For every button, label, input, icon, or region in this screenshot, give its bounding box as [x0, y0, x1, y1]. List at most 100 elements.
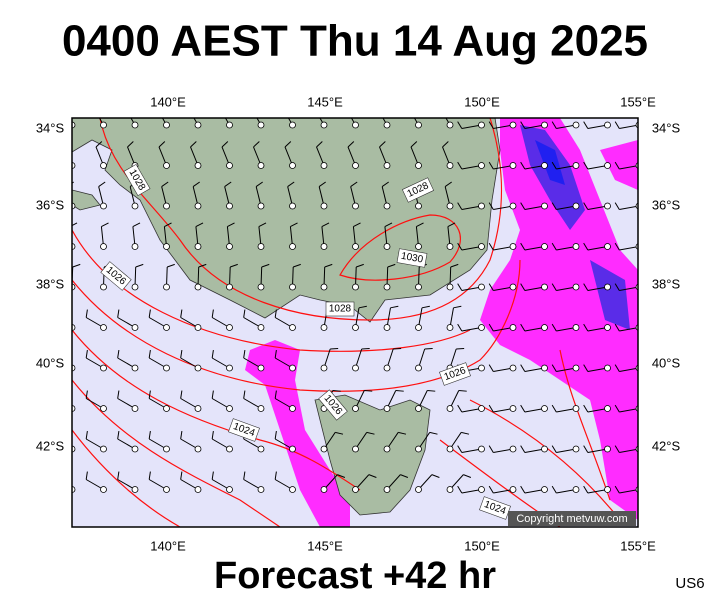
wind-barb: [284, 141, 292, 148]
isobar-label-text: 1028: [329, 304, 352, 315]
wind-barb: [457, 121, 463, 129]
wind-barb: [180, 309, 183, 318]
lon-label: 150°E: [464, 94, 500, 109]
station: [131, 445, 139, 453]
wind-barb: [583, 364, 589, 372]
station: [604, 243, 611, 250]
wind-barb: [400, 474, 409, 478]
lat-label: 36°S: [652, 197, 681, 212]
wind-barb: [221, 141, 229, 148]
wind-barb: [198, 263, 207, 268]
lat-label: 34°S: [36, 120, 65, 135]
lon-label: 150°E: [464, 538, 500, 553]
wind-barb: [395, 390, 404, 392]
station: [383, 445, 391, 453]
wind-barb: [167, 263, 175, 268]
isobar-label: 1024: [479, 496, 511, 520]
wind-barb: [316, 141, 323, 148]
station: [541, 324, 548, 331]
station: [635, 324, 638, 331]
wind-barb: [258, 222, 267, 228]
wind-barb: [55, 391, 56, 399]
station: [320, 162, 328, 169]
station: [509, 162, 517, 169]
station: [415, 324, 422, 331]
wind-barb: [488, 202, 494, 210]
wind-barb: [431, 474, 440, 478]
station: [415, 202, 422, 210]
station: [572, 324, 580, 331]
station: [257, 121, 265, 129]
wind-barb: [117, 471, 120, 480]
station: [509, 283, 517, 291]
wind-barb: [463, 474, 472, 478]
wind-barb: [614, 121, 620, 129]
station: [289, 202, 296, 210]
station: [415, 405, 422, 412]
station: [289, 324, 296, 331]
wind-barb: [583, 202, 589, 210]
wind-barb: [85, 350, 88, 359]
wind-barb: [347, 141, 355, 148]
station: [446, 486, 454, 493]
wind-barb: [274, 350, 277, 359]
station: [100, 324, 107, 331]
station: [131, 121, 139, 129]
station: [509, 324, 517, 331]
wind-barb: [243, 390, 246, 399]
station: [541, 486, 548, 493]
wind-barb: [450, 263, 459, 268]
station: [604, 283, 611, 291]
station: [446, 121, 454, 129]
wind-barb: [356, 263, 364, 268]
station: [226, 121, 233, 129]
station: [163, 283, 170, 291]
station: [100, 243, 107, 250]
station: [572, 405, 580, 412]
wind-barb: [117, 431, 120, 440]
station: [415, 283, 422, 291]
station: [541, 364, 548, 372]
station: [289, 121, 296, 129]
wind-barb: [321, 222, 330, 228]
station: [635, 364, 638, 372]
wind-barb: [520, 445, 526, 453]
wind-barb: [65, 141, 71, 146]
wind-barb: [211, 309, 214, 318]
station: [289, 364, 296, 372]
wind-barb: [287, 181, 295, 188]
station: [194, 283, 202, 291]
wind-barb: [72, 488, 73, 490]
station: [446, 445, 454, 453]
wind-barb: [583, 445, 589, 453]
station: [100, 486, 107, 493]
station: [131, 324, 139, 331]
wind-barb: [614, 404, 620, 413]
lat-label: 42°S: [36, 438, 65, 453]
wind-barb: [220, 101, 225, 107]
wind-barb: [148, 431, 151, 440]
station: [352, 364, 359, 372]
station: [509, 202, 517, 210]
wind-barb: [583, 404, 589, 413]
station: [163, 243, 170, 250]
lat-label: 34°S: [652, 120, 681, 135]
station: [194, 405, 202, 412]
wind-barb: [583, 242, 589, 251]
station: [604, 364, 611, 372]
station: [415, 445, 422, 453]
station: [604, 405, 611, 412]
wind-barb: [520, 242, 526, 251]
lon-label: 155°E: [620, 94, 656, 109]
station: [131, 364, 139, 372]
wind-barb: [62, 101, 67, 107]
station: [635, 283, 638, 291]
station: [352, 162, 359, 169]
wind-barb: [211, 471, 214, 480]
wind-barb: [180, 431, 183, 440]
wind-barb: [318, 181, 326, 188]
wind-barb: [614, 242, 620, 251]
station: [383, 243, 391, 250]
copyright: Copyright metvuw.com: [516, 513, 627, 525]
